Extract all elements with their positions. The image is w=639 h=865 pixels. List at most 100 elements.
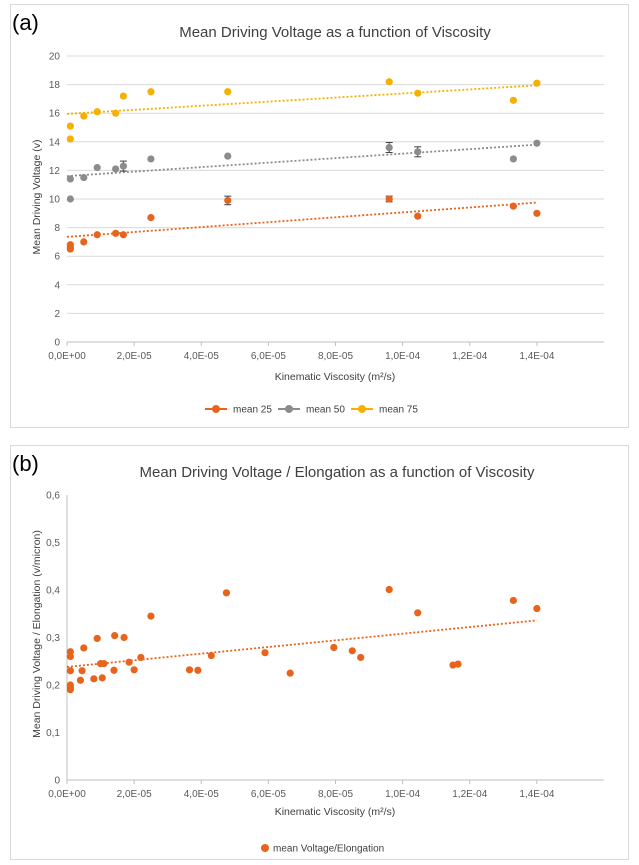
a-data-point-1 — [66, 195, 74, 203]
b-data-point-0 — [66, 667, 74, 675]
b-ytick-label: 0,5 — [46, 538, 60, 549]
a-data-point-0 — [119, 231, 127, 239]
b-data-point-0 — [137, 653, 145, 662]
a-legend-label-0: mean 25 — [233, 405, 272, 416]
b-xtick-label: 8,0E-05 — [318, 789, 353, 800]
a-data-point-0 — [80, 238, 88, 246]
chart-panel-a: (a) Mean Driving Voltage as a function o… — [10, 4, 629, 428]
b-data-point-0 — [80, 644, 88, 652]
a-trendline-2 — [66, 84, 537, 115]
a-trendline-0 — [66, 201, 537, 238]
a-data-point-2 — [224, 88, 232, 96]
b-data-point-0 — [286, 669, 294, 677]
b-data-point-0 — [78, 667, 86, 675]
b-data-point-0 — [207, 651, 215, 660]
a-data-point-1 — [112, 165, 120, 173]
b-data-point-0 — [348, 647, 356, 655]
b-data-point-0 — [90, 675, 98, 683]
b-data-point-0 — [125, 658, 133, 666]
a-data-point-1 — [80, 173, 88, 182]
b-xtick-label: 1,0E-04 — [385, 789, 420, 800]
a-ytick-label: 14 — [49, 137, 61, 148]
chart-a-xlabel: Kinematic Viscosity (m²/s) — [275, 371, 396, 383]
a-data-point-1 — [119, 162, 127, 170]
a-ytick-label: 4 — [54, 280, 60, 291]
b-data-point-0 — [98, 674, 106, 682]
a-legend-marker-1 — [285, 405, 293, 413]
b-data-point-0 — [76, 676, 85, 684]
a-data-point-1 — [533, 139, 541, 147]
a-data-point-0 — [224, 196, 232, 205]
a-data-point-2 — [147, 88, 155, 96]
b-data-point-0 — [194, 666, 202, 674]
a-ytick-label: 18 — [49, 80, 61, 91]
a-xtick-label: 1,2E-04 — [452, 351, 487, 362]
b-xtick-label: 1,4E-04 — [519, 789, 554, 800]
b-data-point-0 — [185, 666, 194, 674]
a-ytick-label: 2 — [54, 309, 60, 320]
a-data-point-2 — [93, 108, 101, 116]
a-data-point-1 — [509, 155, 517, 163]
a-xtick-label: 0,0E+00 — [48, 351, 86, 362]
b-data-point-0 — [330, 643, 338, 652]
a-data-point-1 — [66, 175, 74, 183]
b-xtick-label: 4,0E-05 — [184, 789, 219, 800]
a-ytick-label: 8 — [54, 223, 60, 234]
a-data-point-1 — [224, 152, 232, 160]
chart-a-frame — [10, 4, 629, 428]
b-ytick-label: 0,3 — [46, 633, 60, 644]
a-legend-label-1: mean 50 — [306, 405, 345, 416]
b-xtick-label: 0,0E+00 — [48, 789, 86, 800]
a-data-point-2 — [66, 135, 74, 143]
a-ytick-label: 20 — [49, 52, 61, 63]
chart-panel-b: (b) Mean Driving Voltage / Elongation as… — [10, 445, 629, 860]
b-data-point-0 — [414, 609, 422, 617]
a-data-point-2 — [533, 79, 541, 87]
a-ytick-label: 6 — [54, 252, 60, 263]
a-data-point-0 — [509, 202, 517, 210]
b-data-point-0 — [147, 612, 155, 620]
a-data-point-2 — [119, 92, 127, 100]
a-xtick-label: 1,4E-04 — [519, 351, 554, 362]
panel-label-b: (b) — [12, 451, 39, 476]
a-legend-marker-2 — [358, 405, 366, 413]
a-xtick-label: 6,0E-05 — [251, 351, 286, 362]
b-data-point-0 — [100, 660, 108, 668]
a-data-point-0 — [66, 245, 74, 253]
a-ytick-label: 10 — [49, 195, 61, 206]
b-data-point-0 — [454, 660, 462, 668]
a-legend-label-2: mean 75 — [379, 405, 418, 416]
b-data-point-0 — [110, 666, 118, 674]
a-data-point-0 — [414, 212, 422, 220]
chart-b-xlabel: Kinematic Viscosity (m²/s) — [275, 806, 396, 818]
a-data-point-0 — [147, 213, 155, 222]
b-data-point-0 — [385, 585, 393, 594]
b-xtick-label: 2,0E-05 — [117, 789, 152, 800]
b-data-point-0 — [120, 633, 128, 642]
b-ytick-label: 0 — [54, 776, 60, 787]
b-data-point-0 — [533, 604, 541, 613]
b-ytick-label: 0,6 — [46, 491, 60, 502]
chart-a-title: Mean Driving Voltage as a function of Vi… — [179, 24, 491, 41]
a-data-point-2 — [414, 89, 422, 97]
a-data-point-2 — [66, 122, 74, 130]
a-xtick-label: 8,0E-05 — [318, 351, 353, 362]
b-data-point-0 — [261, 649, 269, 657]
b-data-point-0 — [222, 589, 231, 597]
b-trendline-0 — [66, 619, 537, 668]
a-data-point-2 — [112, 109, 120, 117]
a-data-point-2 — [509, 96, 517, 104]
b-data-point-0 — [130, 666, 138, 674]
a-xtick-label: 2,0E-05 — [117, 351, 152, 362]
b-legend-label-0: mean Voltage/Elongation — [273, 844, 384, 855]
a-legend-marker-0 — [212, 405, 220, 413]
chart-a-ylabel: Mean Driving Voltage (v) — [31, 140, 43, 255]
b-data-point-0 — [66, 652, 74, 661]
a-data-point-1 — [385, 143, 393, 152]
b-data-point-0 — [111, 632, 119, 640]
b-ytick-label: 0,2 — [46, 681, 60, 692]
a-xtick-label: 1,0E-04 — [385, 351, 420, 362]
b-ytick-label: 0,4 — [46, 586, 60, 597]
a-data-point-1 — [414, 148, 422, 156]
